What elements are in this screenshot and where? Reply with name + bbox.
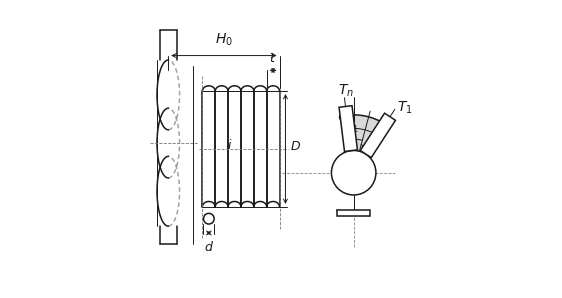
- Text: $t$: $t$: [269, 52, 277, 65]
- Text: $\varphi_s$: $\varphi_s$: [337, 111, 351, 125]
- Text: $T_1$: $T_1$: [397, 99, 413, 116]
- Text: $\varphi_n$: $\varphi_n$: [367, 131, 381, 144]
- Circle shape: [332, 150, 376, 195]
- Bar: [337, 210, 370, 216]
- Text: $T_n$: $T_n$: [338, 83, 354, 99]
- Circle shape: [203, 213, 214, 224]
- Text: $D$: $D$: [290, 139, 301, 153]
- Polygon shape: [347, 115, 385, 154]
- Polygon shape: [339, 106, 357, 151]
- Text: $i$: $i$: [226, 138, 232, 152]
- Polygon shape: [360, 113, 396, 158]
- Text: $H_0$: $H_0$: [215, 32, 233, 48]
- Text: $\varphi_1$: $\varphi_1$: [346, 121, 360, 135]
- Text: $d$: $d$: [204, 240, 214, 254]
